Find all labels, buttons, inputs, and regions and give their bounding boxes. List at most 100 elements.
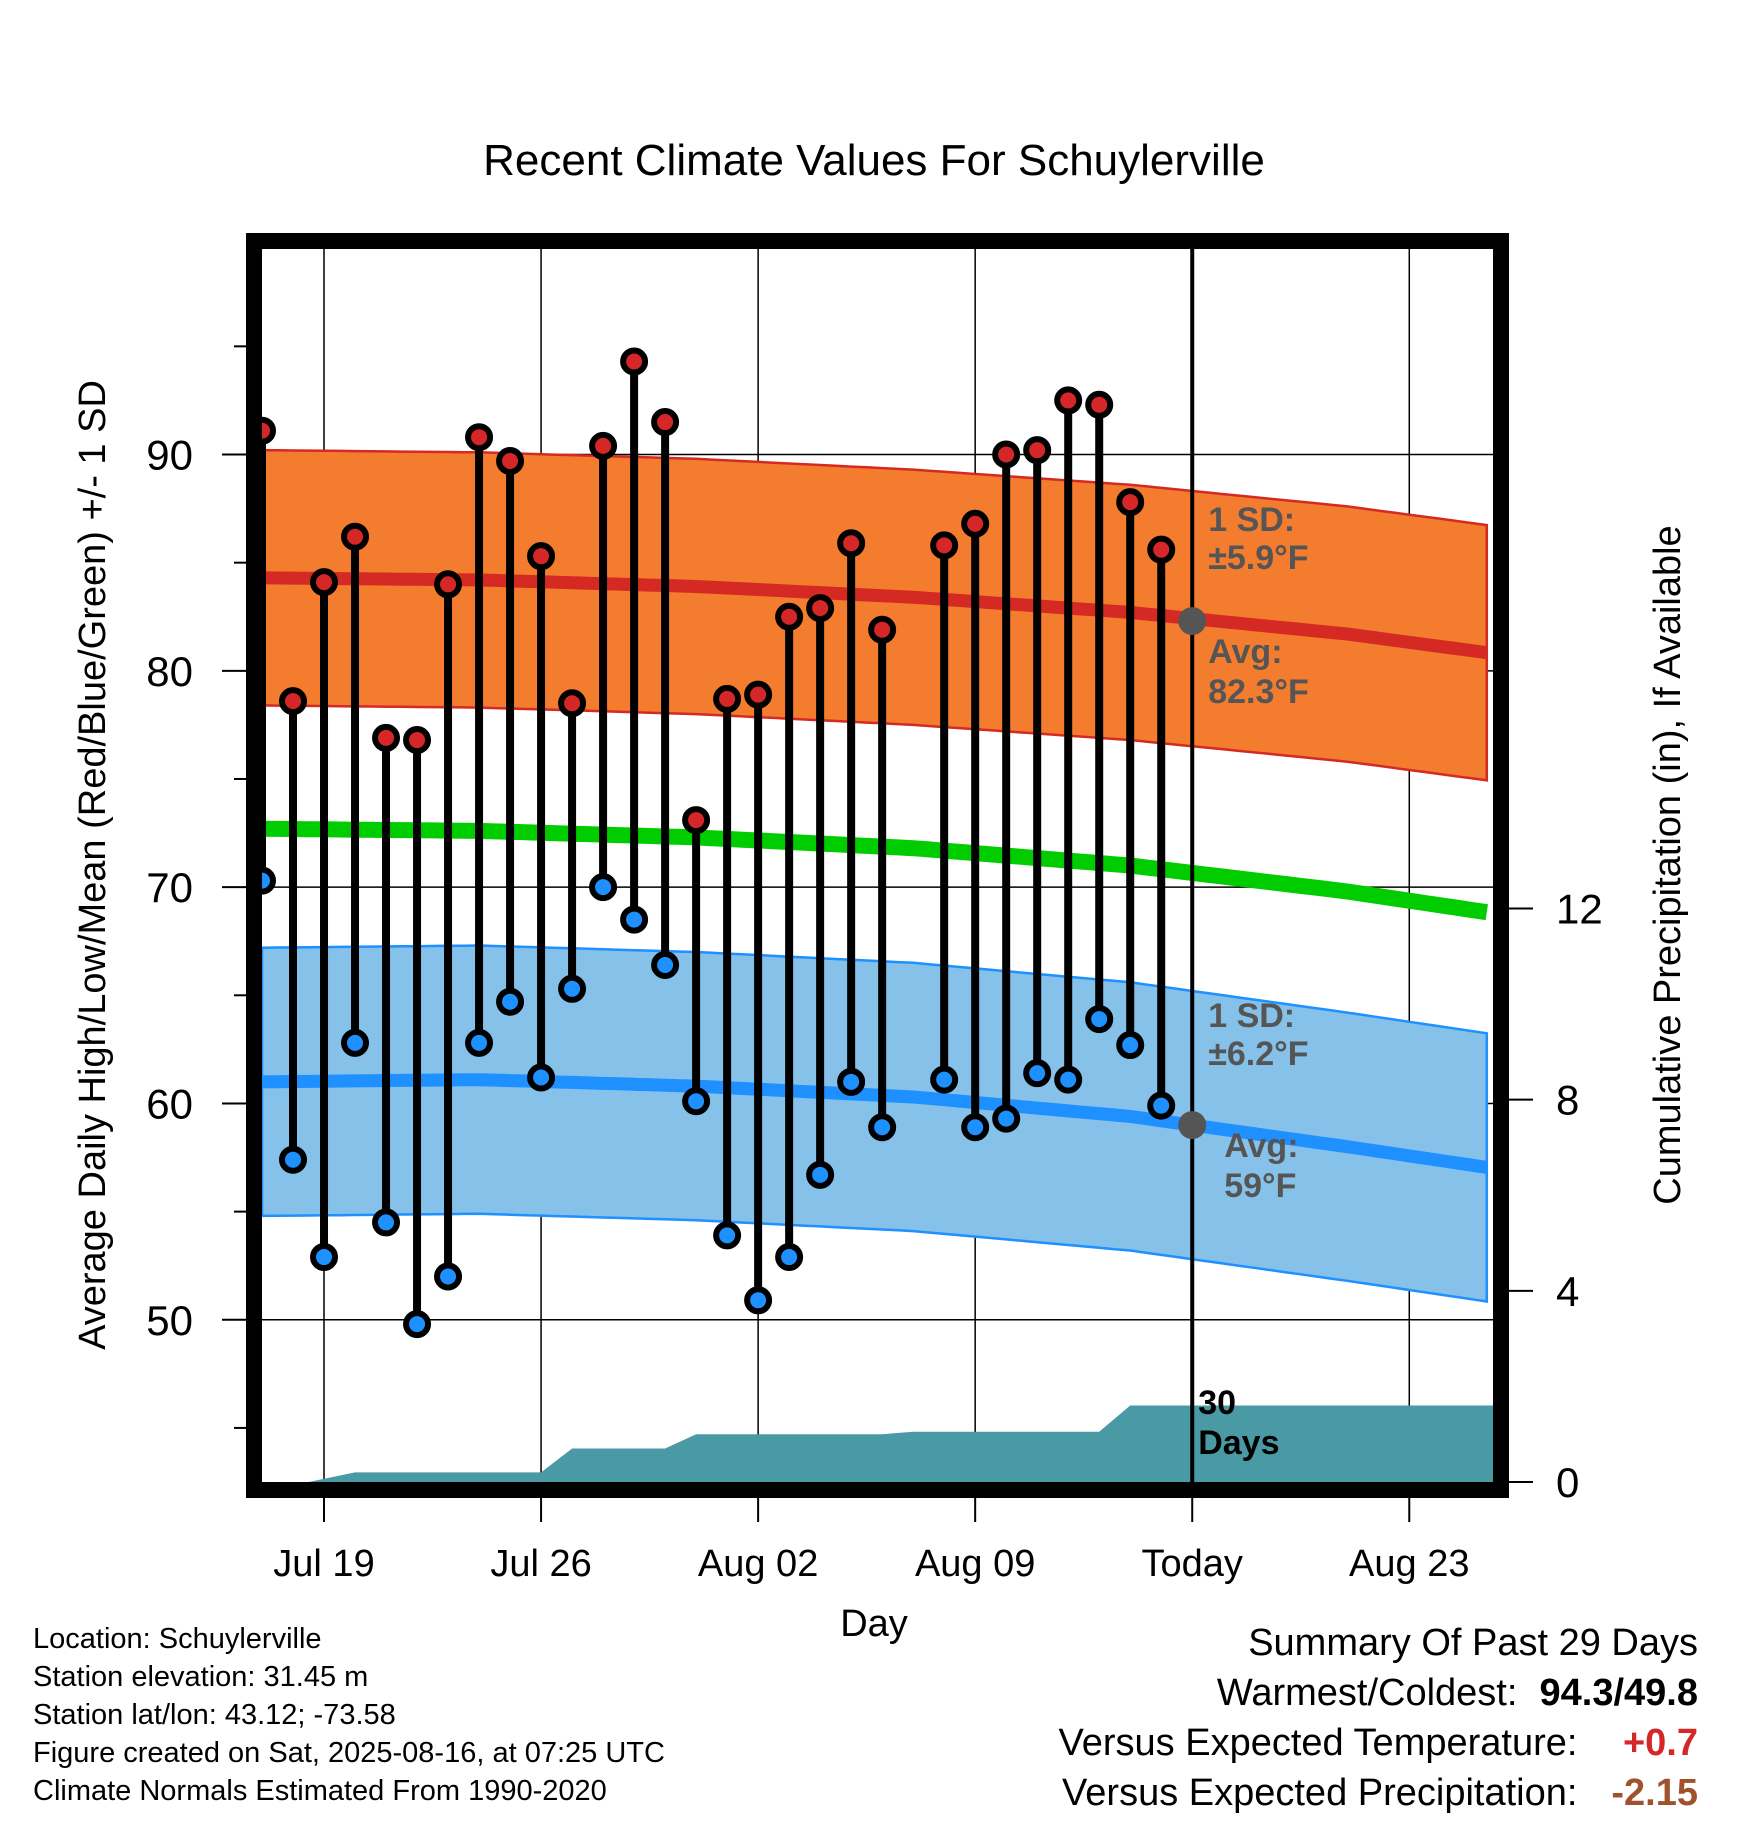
x-tick-label: Jul 26 xyxy=(490,1543,591,1585)
daily-low-point xyxy=(310,1243,339,1272)
daily-low-point xyxy=(682,1087,711,1116)
daily-low-point xyxy=(620,905,649,934)
daily-low-point xyxy=(868,1113,897,1142)
window-label-days: Days xyxy=(1198,1424,1279,1462)
daily-high-point xyxy=(868,615,897,644)
daily-high-point xyxy=(1147,535,1176,564)
daily-high-point xyxy=(806,594,835,623)
high-avg-value: 82.3°F xyxy=(1208,673,1309,711)
daily-low-point xyxy=(930,1065,959,1094)
y-axis-title-right: Cumulative Precipitation (in), If Availa… xyxy=(1647,525,1689,1204)
chart-title: Recent Climate Values For Schuylerville xyxy=(483,136,1265,185)
daily-high-point xyxy=(589,431,618,460)
y-right-tick-label: 12 xyxy=(1556,886,1603,933)
daily-high-point xyxy=(1116,488,1145,517)
x-tick-label: Today xyxy=(1142,1543,1243,1585)
daily-low-point xyxy=(1147,1091,1176,1120)
daily-low-point xyxy=(558,974,587,1003)
high-normal-line xyxy=(261,571,1488,660)
daily-low-point xyxy=(527,1063,556,1092)
warm-cold-row: Warmest/Coldest: 94.3/49.8 xyxy=(1059,1668,1698,1718)
high-sd-label: 1 SD: xyxy=(1208,501,1295,539)
daily-low-point xyxy=(961,1113,990,1142)
daily-low-point xyxy=(1085,1005,1114,1034)
low-sd-label: 1 SD: xyxy=(1208,997,1295,1035)
daily-low-point xyxy=(1023,1059,1052,1088)
daily-low-point xyxy=(372,1208,401,1237)
warmest-value: 94.3 xyxy=(1539,1672,1614,1714)
window-label-count: 30 xyxy=(1198,1384,1236,1422)
location-text: Location: Schuylerville xyxy=(33,1623,322,1655)
daily-high-point xyxy=(713,684,742,713)
daily-low-point xyxy=(1116,1031,1145,1060)
daily-high-point xyxy=(1085,390,1114,419)
daily-low-point xyxy=(403,1310,432,1339)
daily-low-point xyxy=(713,1221,742,1250)
daily-low-point xyxy=(496,987,525,1016)
y-axis-title-left: Average Daily High/Low/Mean (Red/Blue/Gr… xyxy=(72,380,114,1350)
warm-cold-separator: / xyxy=(1613,1672,1625,1714)
high-avg-label: Avg: xyxy=(1208,633,1282,671)
daily-high-point xyxy=(496,446,525,475)
low-avg-value: 59°F xyxy=(1224,1167,1296,1205)
x-tick-label: Aug 02 xyxy=(698,1543,818,1585)
station-info: Location: Schuylerville Station elevatio… xyxy=(33,1620,665,1810)
daily-high-point xyxy=(527,542,556,571)
y-tick-label: 50 xyxy=(146,1297,193,1344)
plot-frame xyxy=(246,233,1509,1498)
daily-high-point xyxy=(279,687,308,716)
precip-anomaly-label: Versus Expected Precipitation: xyxy=(1062,1772,1578,1814)
daily-high-point xyxy=(310,568,339,597)
y-right-tick-label: 0 xyxy=(1556,1459,1579,1506)
daily-high-point xyxy=(341,522,370,551)
summary-title: Summary Of Past 29 Days xyxy=(1248,1622,1698,1664)
low-sd-value: ±6.2°F xyxy=(1208,1035,1308,1073)
daily-high-point xyxy=(1023,436,1052,465)
daily-low-point xyxy=(744,1286,773,1315)
y-tick-label: 90 xyxy=(146,432,193,479)
daily-high-point xyxy=(372,723,401,752)
daily-high-point xyxy=(1054,386,1083,415)
latlon-text: Station lat/lon: 43.12; -73.58 xyxy=(33,1699,396,1731)
daily-low-point xyxy=(434,1262,463,1291)
daily-low-point xyxy=(837,1067,866,1096)
daily-high-point xyxy=(558,689,587,718)
daily-high-point xyxy=(837,529,866,558)
daily-high-point xyxy=(620,347,649,376)
daily-high-point xyxy=(930,531,959,560)
daily-low-point xyxy=(992,1104,1021,1133)
y-right-tick-label: 8 xyxy=(1556,1077,1579,1124)
daily-low-point xyxy=(775,1243,804,1272)
temp-anomaly-value: +0.7 xyxy=(1622,1722,1698,1764)
daily-high-point xyxy=(775,602,804,631)
daily-high-point xyxy=(651,408,680,437)
daily-high-point xyxy=(434,570,463,599)
today-low-normal-marker xyxy=(1178,1111,1207,1140)
precip-area xyxy=(262,1405,1493,1482)
today-high-normal-marker xyxy=(1178,607,1207,636)
daily-low-point xyxy=(806,1160,835,1189)
x-tick-label: Aug 23 xyxy=(1349,1543,1469,1585)
daily-high-point xyxy=(465,423,494,452)
coldest-value: 49.8 xyxy=(1624,1672,1698,1714)
y-tick-label: 80 xyxy=(146,648,193,695)
y-tick-label: 70 xyxy=(146,864,193,911)
y-right-tick-label: 4 xyxy=(1556,1268,1579,1315)
summary-panel: Summary Of Past 29 Days Warmest/Coldest:… xyxy=(1059,1618,1698,1818)
daily-high-point xyxy=(992,440,1021,469)
warm-cold-value: 94.3/49.8 xyxy=(1528,1668,1699,1718)
daily-high-point xyxy=(744,680,773,709)
daily-low-point xyxy=(279,1145,308,1174)
precip-anomaly-row: Versus Expected Precipitation: -2.15 xyxy=(1059,1768,1698,1818)
daily-low-point xyxy=(589,873,618,902)
y-tick-label: 60 xyxy=(146,1080,193,1127)
x-axis-title: Day xyxy=(840,1603,908,1645)
low-normal-line xyxy=(261,1073,1488,1174)
daily-high-point xyxy=(403,726,432,755)
normals-text: Climate Normals Estimated From 1990-2020 xyxy=(33,1775,607,1807)
low-avg-label: Avg: xyxy=(1224,1127,1298,1165)
high-sd-value: ±5.9°F xyxy=(1208,539,1308,577)
daily-high-point xyxy=(961,509,990,538)
x-tick-label: Aug 09 xyxy=(915,1543,1035,1585)
